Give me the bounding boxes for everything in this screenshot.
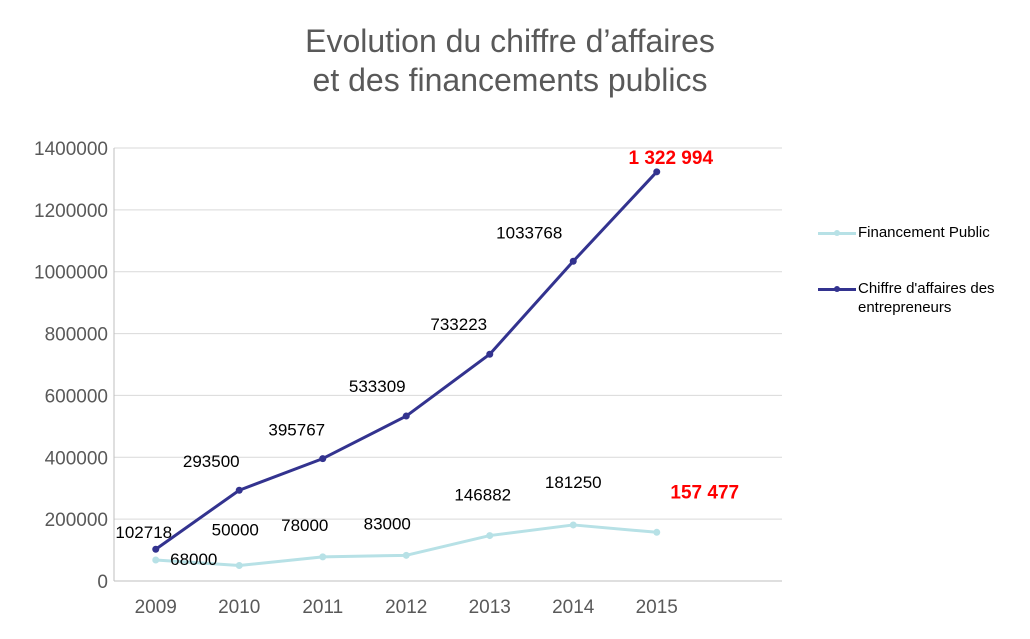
financement-label-2010: 50000 [212, 521, 259, 540]
financement-point-2009 [152, 556, 160, 564]
chiffre-label-2011: 395767 [268, 421, 325, 440]
chiffre-label-2015: 1 322 994 [628, 148, 713, 169]
x-tick-label-2010: 2010 [218, 597, 260, 618]
x-tick-label-2015: 2015 [636, 597, 678, 618]
chart-title-line-2: et des financements publics [312, 62, 708, 98]
chiffre-point-2010 [235, 486, 243, 494]
chiffre-label-2013: 733223 [430, 315, 487, 334]
y-tick-label-400000: 400000 [45, 448, 108, 469]
x-tick-label-2013: 2013 [469, 597, 511, 618]
y-tick-label-1400000: 1400000 [34, 139, 108, 160]
financement-label-2013: 146882 [454, 486, 511, 505]
financement-point-2014 [569, 521, 577, 529]
legend: Financement Public Chiffre d'affaires de… [818, 224, 1028, 357]
legend-label-chiffre-affaires: Chiffre d'affaires des entrepreneurs [858, 280, 995, 316]
chiffre-point-2011 [319, 455, 327, 463]
legend-label-financement-public: Financement Public [858, 224, 990, 241]
chiffre-point-2014 [569, 257, 577, 265]
financement-label-2012: 83000 [364, 514, 411, 533]
financement-point-2015 [653, 528, 661, 536]
legend-item-financement-public: Financement Public [818, 224, 1028, 242]
chart-title-line-1: Evolution du chiffre d’affaires [305, 23, 715, 59]
financement-label-2011: 78000 [281, 516, 328, 535]
legend-swatch-chiffre-affaires [818, 282, 856, 296]
y-tick-label-1000000: 1000000 [34, 263, 108, 284]
x-tick-label-2012: 2012 [385, 597, 427, 618]
chiffre-label-2009: 102718 [115, 523, 172, 542]
series-line-chiffre-affaires [154, 170, 658, 551]
financement-label-2015: 157 477 [670, 482, 739, 503]
chiffre-label-2014: 1033768 [496, 223, 562, 242]
chiffre-label-2012: 533309 [349, 377, 406, 396]
chart-title: Evolution du chiffre d’affaires et des f… [200, 22, 820, 100]
y-tick-label-800000: 800000 [45, 325, 108, 346]
y-tick-label-200000: 200000 [45, 510, 108, 531]
financement-point-2013 [486, 532, 494, 540]
legend-swatch-financement-public [818, 226, 856, 240]
x-tick-label-2014: 2014 [552, 597, 595, 618]
chiffre-label-2010: 293500 [183, 452, 240, 471]
financement-point-2010 [235, 562, 243, 570]
x-tick-label-2009: 2009 [135, 597, 177, 618]
legend-item-chiffre-affaires: Chiffre d'affaires des entrepreneurs [818, 280, 1028, 317]
financement-point-2012 [402, 551, 410, 559]
chiffre-point-2009 [152, 545, 160, 553]
financement-point-2011 [319, 553, 327, 561]
chiffre-point-2012 [402, 412, 410, 420]
chiffre-point-2015 [653, 168, 661, 176]
financement-label-2014: 181250 [545, 473, 602, 492]
y-tick-label-0: 0 [97, 572, 108, 593]
y-tick-label-1200000: 1200000 [34, 201, 108, 222]
y-tick-label-600000: 600000 [45, 386, 108, 407]
x-tick-label-2011: 2011 [302, 597, 343, 618]
chiffre-point-2013 [486, 350, 494, 358]
financement-label-2009: 68000 [170, 550, 217, 569]
